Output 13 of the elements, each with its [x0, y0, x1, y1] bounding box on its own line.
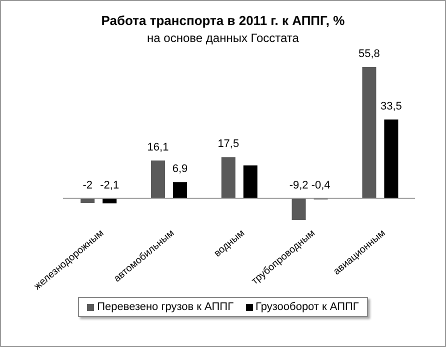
data-label: 33,5	[380, 100, 402, 112]
chart-title: Работа транспорта в 2011 г. к АППГ, %	[100, 13, 346, 28]
data-label: 16,1	[147, 141, 169, 154]
data-label: 55,8	[358, 48, 380, 60]
legend-label: Грузооборот к АППГ	[256, 301, 359, 313]
data-label: -2,1	[100, 179, 120, 192]
data-label: -9,2	[289, 179, 308, 192]
data-label: 17,5	[218, 138, 240, 150]
legend-label: Перевезено грузов к АППГ	[97, 301, 234, 313]
data-label: 6,9	[172, 163, 188, 176]
data-label: -0,4	[311, 179, 330, 192]
chart-subtitle: на основе данных Госстата	[146, 31, 300, 45]
data-label: -2	[82, 179, 92, 192]
